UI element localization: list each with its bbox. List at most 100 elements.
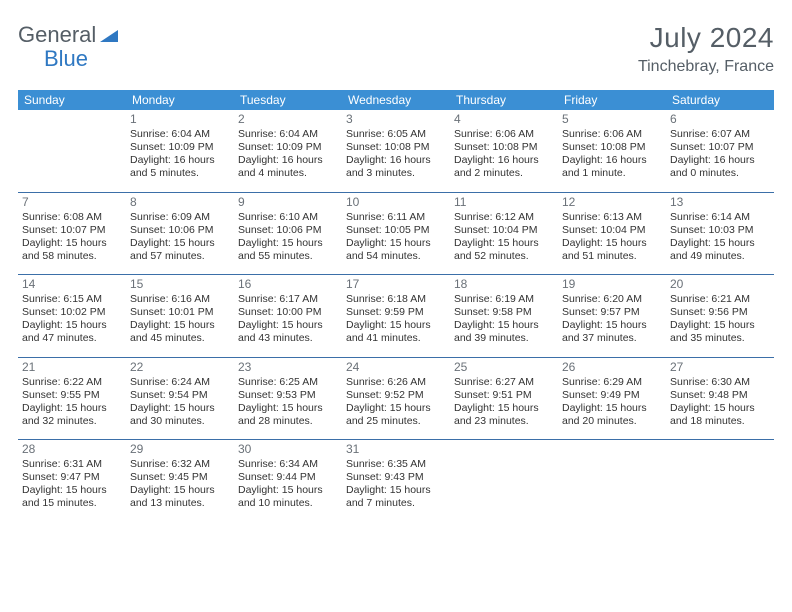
day-cell: 26Sunrise: 6:29 AMSunset: 9:49 PMDayligh…: [558, 358, 666, 440]
day-info-line: Daylight: 15 hours: [238, 237, 338, 250]
day-header: Saturday: [666, 90, 774, 110]
day-info-line: and 45 minutes.: [130, 332, 230, 345]
day-info-line: Daylight: 16 hours: [562, 154, 662, 167]
day-info-line: Daylight: 15 hours: [346, 484, 446, 497]
day-info-line: Daylight: 15 hours: [22, 237, 122, 250]
day-info-line: Daylight: 15 hours: [130, 484, 230, 497]
day-info-line: and 54 minutes.: [346, 250, 446, 263]
day-info-line: Sunset: 9:55 PM: [22, 389, 122, 402]
day-number: 13: [670, 195, 770, 210]
day-cell: 23Sunrise: 6:25 AMSunset: 9:53 PMDayligh…: [234, 358, 342, 440]
day-number: 4: [454, 112, 554, 127]
day-info-line: Sunset: 10:09 PM: [130, 141, 230, 154]
week-row: 28Sunrise: 6:31 AMSunset: 9:47 PMDayligh…: [18, 440, 774, 522]
day-info-line: Sunrise: 6:05 AM: [346, 128, 446, 141]
day-info-line: Sunrise: 6:30 AM: [670, 376, 770, 389]
day-info-line: Sunset: 10:08 PM: [346, 141, 446, 154]
day-number: 16: [238, 277, 338, 292]
day-info-line: Daylight: 15 hours: [238, 319, 338, 332]
logo-text-1: General: [18, 22, 96, 48]
day-info-line: Sunrise: 6:21 AM: [670, 293, 770, 306]
day-info-line: Sunrise: 6:06 AM: [562, 128, 662, 141]
day-info-line: and 58 minutes.: [22, 250, 122, 263]
day-info-line: Sunset: 10:09 PM: [238, 141, 338, 154]
day-number: 3: [346, 112, 446, 127]
calendar-table: SundayMondayTuesdayWednesdayThursdayFrid…: [18, 90, 774, 522]
day-info-line: Sunrise: 6:14 AM: [670, 211, 770, 224]
day-info-line: and 41 minutes.: [346, 332, 446, 345]
day-info-line: Sunrise: 6:27 AM: [454, 376, 554, 389]
day-info-line: Sunrise: 6:20 AM: [562, 293, 662, 306]
day-cell: 6Sunrise: 6:07 AMSunset: 10:07 PMDayligh…: [666, 110, 774, 192]
day-number: 24: [346, 360, 446, 375]
day-info-line: and 4 minutes.: [238, 167, 338, 180]
day-info-line: Sunset: 10:02 PM: [22, 306, 122, 319]
day-info-line: and 43 minutes.: [238, 332, 338, 345]
day-number: 19: [562, 277, 662, 292]
day-info-line: Sunrise: 6:34 AM: [238, 458, 338, 471]
logo: General: [18, 22, 120, 48]
day-info-line: Sunset: 9:48 PM: [670, 389, 770, 402]
day-number: 21: [22, 360, 122, 375]
day-info-line: Sunrise: 6:32 AM: [130, 458, 230, 471]
day-number: 20: [670, 277, 770, 292]
day-cell: 10Sunrise: 6:11 AMSunset: 10:05 PMDaylig…: [342, 193, 450, 275]
day-number: 17: [346, 277, 446, 292]
day-header: Tuesday: [234, 90, 342, 110]
day-info-line: and 32 minutes.: [22, 415, 122, 428]
day-info-line: Sunset: 9:43 PM: [346, 471, 446, 484]
day-info-line: Sunset: 9:54 PM: [130, 389, 230, 402]
day-info-line: and 20 minutes.: [562, 415, 662, 428]
day-info-line: Daylight: 15 hours: [22, 319, 122, 332]
day-info-line: Sunset: 10:00 PM: [238, 306, 338, 319]
week-row: 21Sunrise: 6:22 AMSunset: 9:55 PMDayligh…: [18, 358, 774, 440]
day-info-line: Sunset: 9:51 PM: [454, 389, 554, 402]
day-info-line: Sunrise: 6:35 AM: [346, 458, 446, 471]
day-header: Monday: [126, 90, 234, 110]
day-cell: 9Sunrise: 6:10 AMSunset: 10:06 PMDayligh…: [234, 193, 342, 275]
day-cell: 1Sunrise: 6:04 AMSunset: 10:09 PMDayligh…: [126, 110, 234, 192]
day-number: 5: [562, 112, 662, 127]
title-location: Tinchebray, France: [638, 58, 774, 76]
day-info-line: Daylight: 15 hours: [454, 319, 554, 332]
day-info-line: Daylight: 15 hours: [22, 484, 122, 497]
day-info-line: and 30 minutes.: [130, 415, 230, 428]
day-cell: 14Sunrise: 6:15 AMSunset: 10:02 PMDaylig…: [18, 275, 126, 357]
day-cell: 25Sunrise: 6:27 AMSunset: 9:51 PMDayligh…: [450, 358, 558, 440]
day-info-line: Daylight: 15 hours: [130, 402, 230, 415]
day-cell: 24Sunrise: 6:26 AMSunset: 9:52 PMDayligh…: [342, 358, 450, 440]
day-number: 29: [130, 442, 230, 457]
day-info-line: Daylight: 15 hours: [454, 237, 554, 250]
day-info-line: Sunset: 9:47 PM: [22, 471, 122, 484]
day-number: 8: [130, 195, 230, 210]
day-info-line: Daylight: 15 hours: [238, 402, 338, 415]
day-info-line: and 35 minutes.: [670, 332, 770, 345]
title-month: July 2024: [638, 22, 774, 54]
day-number: 25: [454, 360, 554, 375]
day-info-line: Sunset: 10:06 PM: [238, 224, 338, 237]
day-number: 7: [22, 195, 122, 210]
day-info-line: and 57 minutes.: [130, 250, 230, 263]
day-cell: 16Sunrise: 6:17 AMSunset: 10:00 PMDaylig…: [234, 275, 342, 357]
day-cell: 21Sunrise: 6:22 AMSunset: 9:55 PMDayligh…: [18, 358, 126, 440]
day-cell: 15Sunrise: 6:16 AMSunset: 10:01 PMDaylig…: [126, 275, 234, 357]
day-info-line: Sunset: 10:03 PM: [670, 224, 770, 237]
day-number: 15: [130, 277, 230, 292]
day-info-line: and 18 minutes.: [670, 415, 770, 428]
day-info-line: Sunrise: 6:12 AM: [454, 211, 554, 224]
day-info-line: Sunset: 10:07 PM: [670, 141, 770, 154]
day-info-line: Sunrise: 6:04 AM: [130, 128, 230, 141]
day-number: 10: [346, 195, 446, 210]
day-number: 23: [238, 360, 338, 375]
day-info-line: Daylight: 15 hours: [22, 402, 122, 415]
day-info-line: and 47 minutes.: [22, 332, 122, 345]
day-info-line: Daylight: 16 hours: [454, 154, 554, 167]
day-info-line: and 0 minutes.: [670, 167, 770, 180]
day-info-line: Sunrise: 6:31 AM: [22, 458, 122, 471]
day-number: 14: [22, 277, 122, 292]
week-row: 7Sunrise: 6:08 AMSunset: 10:07 PMDayligh…: [18, 193, 774, 275]
week-row: 1Sunrise: 6:04 AMSunset: 10:09 PMDayligh…: [18, 110, 774, 192]
week-row: 14Sunrise: 6:15 AMSunset: 10:02 PMDaylig…: [18, 275, 774, 357]
day-info-line: Daylight: 15 hours: [454, 402, 554, 415]
day-info-line: Sunset: 9:44 PM: [238, 471, 338, 484]
